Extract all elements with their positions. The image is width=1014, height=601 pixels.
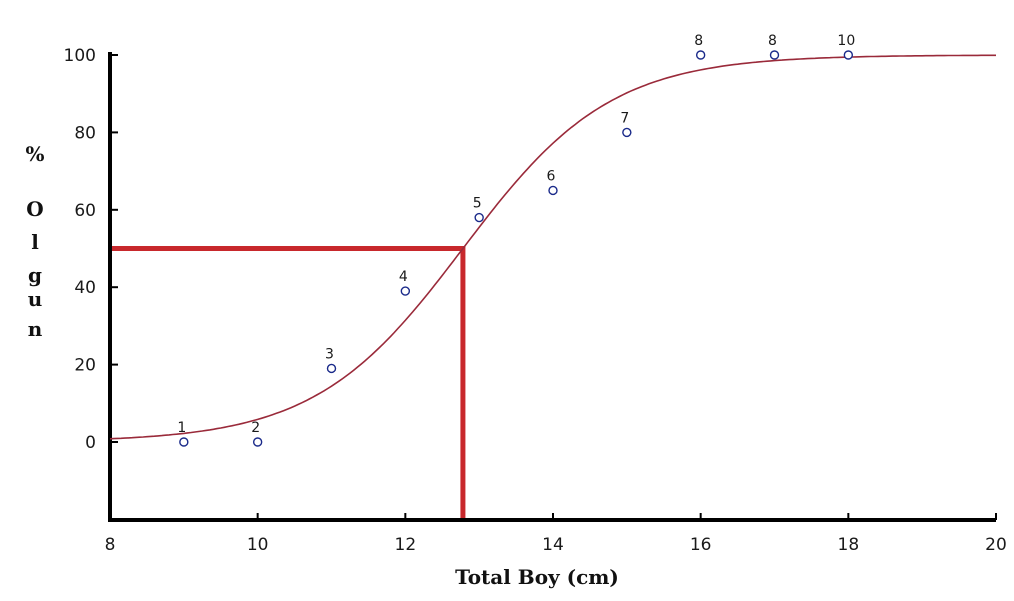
data-point <box>844 51 852 59</box>
data-point <box>771 51 779 59</box>
data-point <box>328 364 336 372</box>
reference-line-50-percent <box>110 249 463 521</box>
reference-lines <box>110 249 463 521</box>
data-point-label: 3 <box>325 346 334 362</box>
data-point <box>180 438 188 446</box>
data-point-label: 4 <box>399 269 408 285</box>
x-axis-title: Total Boy (cm) <box>455 565 619 589</box>
x-tick-label: 10 <box>247 535 269 555</box>
y-tick-label: 40 <box>74 278 96 298</box>
data-point <box>549 186 557 194</box>
data-point-label: 2 <box>251 420 260 436</box>
data-point-label: 6 <box>547 168 556 184</box>
data-point <box>475 214 483 222</box>
x-tick-label: 16 <box>690 535 712 555</box>
y-tick-label: 60 <box>74 201 96 221</box>
y-tick-label: 100 <box>64 46 96 66</box>
data-point-label: 7 <box>620 110 629 126</box>
data-point-label: 5 <box>473 196 482 212</box>
y-axis-title-letter: u <box>28 287 43 311</box>
data-point <box>401 287 409 295</box>
y-axis-title-letter: n <box>28 317 43 341</box>
x-tick-label: 8 <box>105 535 116 555</box>
y-axis-title-letter: g <box>28 263 42 287</box>
y-axis-title-letter: O <box>26 197 43 221</box>
data-point <box>697 51 705 59</box>
y-tick-label: 20 <box>74 356 96 376</box>
data-point-label: 8 <box>768 33 777 49</box>
y-axis-title-letter: l <box>31 230 39 254</box>
data-point-label: 10 <box>837 33 855 49</box>
x-tick-label: 18 <box>838 535 860 555</box>
data-point-label: 1 <box>177 420 186 436</box>
data-point-label: 8 <box>694 33 703 49</box>
axes <box>108 52 996 522</box>
x-tick-label: 14 <box>542 535 564 555</box>
y-tick-label: 80 <box>74 123 96 143</box>
y-tick-label: 0 <box>85 433 96 453</box>
data-points: 1 2 3 4 5 6 7 8 8 10 <box>177 33 855 446</box>
x-tick-label: 20 <box>985 535 1007 555</box>
data-point <box>254 438 262 446</box>
data-point <box>623 128 631 136</box>
y-axis-title-letter: % <box>25 142 44 166</box>
x-tick-label: 12 <box>395 535 417 555</box>
